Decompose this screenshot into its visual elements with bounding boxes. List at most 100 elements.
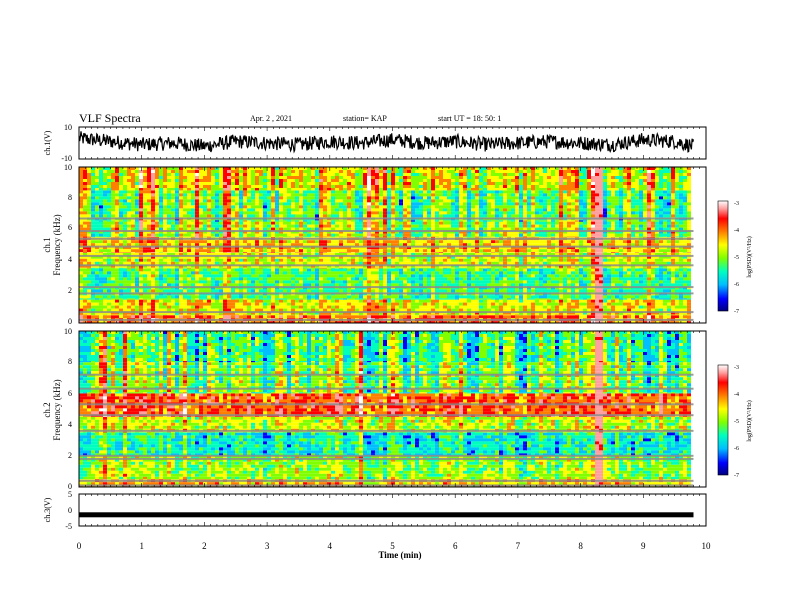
spectrogram-cell (663, 283, 667, 287)
spectrogram-cell (567, 289, 571, 293)
spectrogram-cell (655, 305, 659, 309)
spectrogram-cell (123, 295, 127, 299)
spectrogram-cell (499, 249, 503, 253)
spectrogram-cell (79, 246, 83, 250)
spectrogram-cell (95, 261, 99, 265)
spectrogram-cell (315, 252, 319, 256)
spectrogram-cell (551, 261, 555, 265)
spectrogram-cell (463, 305, 467, 309)
spectrogram-cell (431, 314, 435, 316)
spectrogram-cell (143, 280, 147, 284)
spectrogram-cell (323, 299, 327, 303)
spectrogram-cell (371, 252, 375, 256)
spectrogram-cell (419, 258, 423, 262)
spectrogram-cell (159, 258, 163, 262)
spectrogram-cell (619, 321, 623, 323)
spectrogram-cell (495, 299, 499, 303)
spectrogram-cell (567, 314, 571, 316)
spectrogram-cell (575, 252, 579, 253)
spectrogram-cell (275, 308, 279, 312)
spectrogram-cell (307, 308, 311, 312)
spectrogram-cell (263, 252, 267, 253)
spectrogram-cell (555, 261, 559, 265)
spectrogram-cell (151, 274, 155, 278)
spectrogram-cell (555, 305, 559, 309)
spectrogram-cell (203, 280, 207, 284)
spectrogram-cell (243, 271, 247, 275)
spectrogram-cell (195, 283, 199, 287)
spectrogram-cell (303, 302, 307, 306)
spectrogram-cell (627, 308, 631, 312)
spectrogram-cell (667, 315, 671, 319)
spectrogram-cell (151, 221, 155, 225)
spectrogram-cell (443, 274, 447, 278)
spectrogram-cell (239, 305, 243, 309)
spectrogram-cell (235, 302, 239, 306)
spectrogram-cell (383, 289, 387, 293)
spectrogram-cell (375, 271, 379, 275)
spectrogram-cell (455, 258, 459, 262)
spectrogram-cell (335, 258, 339, 262)
spectrogram-cell (543, 252, 547, 253)
spectrogram-cell (523, 314, 527, 316)
spectrogram-cell (219, 314, 223, 316)
spectrogram-cell (107, 221, 111, 225)
spectrogram-cell (451, 295, 455, 299)
spectrogram-cell (415, 268, 419, 272)
spectrogram-cell (303, 308, 307, 312)
spectrogram-cell (419, 295, 423, 299)
spectrogram-cell (295, 299, 299, 303)
spectrogram-cell (135, 258, 139, 262)
spectrogram-cell (331, 277, 335, 281)
spectrogram-cell (147, 249, 151, 253)
spectrogram-cell (483, 258, 487, 262)
spectrogram-cell (319, 289, 323, 293)
spectrogram-cell (223, 289, 227, 293)
spectrogram-cell (523, 280, 527, 284)
spectrogram-cell (423, 315, 427, 319)
spectrogram-cell (407, 249, 411, 253)
spectrogram-cell (563, 249, 567, 253)
spectrogram-cell (399, 277, 403, 281)
spectrogram-cell (571, 305, 575, 309)
spectrogram-cell (143, 305, 147, 309)
spectrogram-cell (459, 314, 463, 316)
spectrogram-cell (155, 240, 159, 244)
spectrogram-cell (255, 240, 259, 244)
spectrogram-cell (159, 280, 163, 284)
spectrogram-cell (503, 280, 507, 284)
spectrogram-cell (143, 258, 147, 262)
spectrogram-cell (147, 314, 151, 316)
spectrogram-cell (627, 295, 631, 299)
spectrogram-cell (359, 289, 363, 293)
spectrogram-cell (367, 314, 371, 316)
spectrogram-cell (203, 252, 207, 253)
spectrogram-cell (423, 305, 427, 309)
spectrogram-cell (399, 221, 403, 225)
spectrogram-cell (495, 315, 499, 319)
spectrogram-cell (515, 252, 519, 256)
spectrogram-cell (403, 258, 407, 262)
spectrogram-cell (407, 258, 411, 262)
spectrogram-cell (187, 314, 191, 316)
spectrogram-cell (595, 308, 599, 312)
spectrogram-cell (511, 308, 515, 312)
spectrogram-cell (639, 258, 643, 262)
spectrogram-cell (147, 274, 151, 278)
spectrogram-cell (111, 268, 115, 272)
spectrogram-cell (439, 221, 443, 225)
spectrogram-cell (315, 249, 319, 253)
spectrogram-cell (175, 267, 179, 269)
spectrogram-cell (595, 243, 599, 247)
spectrogram-cell (575, 240, 579, 244)
spectrogram-cell (583, 289, 587, 293)
spectrogram-cell (427, 252, 431, 256)
spectrogram-cell (191, 249, 195, 253)
spectrogram-cell (475, 302, 479, 306)
spectrogram-cell (587, 314, 591, 316)
spectrogram-cell (495, 283, 499, 287)
spectrogram-cell (479, 261, 483, 265)
spectrogram-cell (235, 299, 239, 303)
spectrogram-cell (287, 243, 291, 247)
spectrogram-cell (519, 268, 523, 272)
